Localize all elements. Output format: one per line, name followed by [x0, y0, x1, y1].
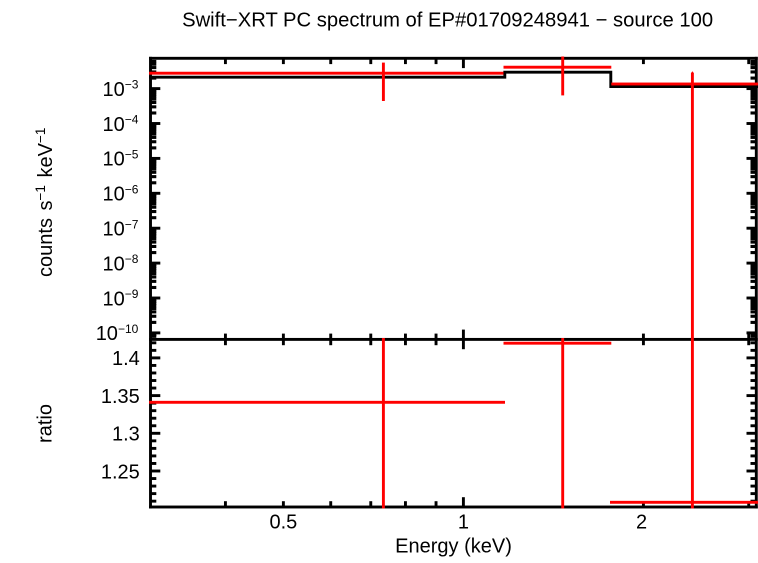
svg-text:2: 2	[636, 512, 647, 534]
svg-text:0.5: 0.5	[269, 512, 297, 534]
svg-text:1.25: 1.25	[101, 461, 140, 483]
svg-text:Energy (keV): Energy (keV)	[395, 536, 512, 558]
svg-text:1: 1	[458, 512, 469, 534]
svg-text:counts s−1 keV−1: counts s−1 keV−1	[33, 128, 57, 277]
svg-text:1.35: 1.35	[101, 386, 140, 408]
svg-text:1.3: 1.3	[112, 424, 140, 446]
svg-text:Swift−XRT PC spectrum of EP#01: Swift−XRT PC spectrum of EP#01709248941 …	[182, 9, 713, 31]
svg-text:ratio: ratio	[35, 404, 57, 443]
svg-text:1.4: 1.4	[112, 348, 140, 370]
